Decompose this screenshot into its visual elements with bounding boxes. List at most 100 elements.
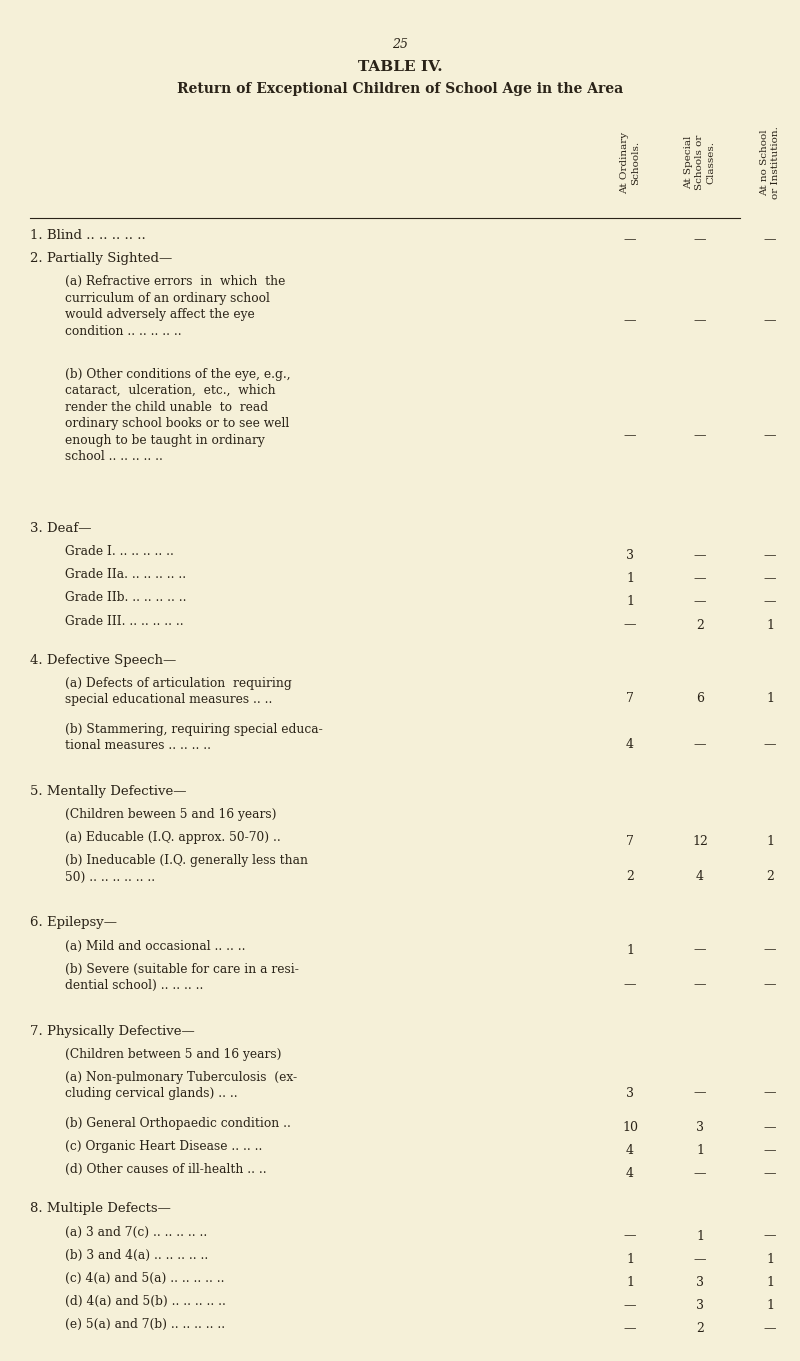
Text: (c) 4(a) and 5(a) .. .. .. .. ..: (c) 4(a) and 5(a) .. .. .. .. ..: [65, 1271, 225, 1285]
Text: —: —: [624, 430, 636, 442]
Text: 1: 1: [626, 573, 634, 585]
Text: 3: 3: [696, 1298, 704, 1312]
Text: 1. Blind .. .. .. .. ..: 1. Blind .. .. .. .. ..: [30, 229, 146, 242]
Text: At Ordinary
Schools.: At Ordinary Schools.: [620, 132, 640, 193]
Text: —: —: [624, 1298, 636, 1312]
Text: (b) 3 and 4(a) .. .. .. .. ..: (b) 3 and 4(a) .. .. .. .. ..: [65, 1248, 208, 1262]
Text: 1: 1: [626, 596, 634, 608]
Text: 4: 4: [626, 739, 634, 751]
Text: —: —: [624, 1322, 636, 1335]
Text: 4: 4: [626, 1145, 634, 1157]
Text: —: —: [624, 314, 636, 327]
Text: Grade IIa. .. .. .. .. ..: Grade IIa. .. .. .. .. ..: [65, 569, 186, 581]
Text: 1: 1: [696, 1229, 704, 1243]
Text: —: —: [694, 233, 706, 246]
Text: (Children between 5 and 16 years): (Children between 5 and 16 years): [65, 1048, 282, 1060]
Text: 3. Deaf—: 3. Deaf—: [30, 523, 91, 535]
Text: 1: 1: [696, 1145, 704, 1157]
Text: (a) Defects of articulation  requiring
special educational measures .. ..: (a) Defects of articulation requiring sp…: [65, 676, 292, 706]
Text: —: —: [764, 979, 776, 991]
Text: —: —: [694, 1252, 706, 1266]
Text: 4: 4: [696, 870, 704, 883]
Text: (b) Ineducable (I.Q. generally less than
50) .. .. .. .. .. ..: (b) Ineducable (I.Q. generally less than…: [65, 855, 308, 883]
Text: —: —: [764, 1322, 776, 1335]
Text: —: —: [624, 1229, 636, 1243]
Text: 4. Defective Speech—: 4. Defective Speech—: [30, 653, 176, 667]
Text: (b) General Orthopaedic condition ..: (b) General Orthopaedic condition ..: [65, 1117, 291, 1130]
Text: 6: 6: [696, 693, 704, 705]
Text: —: —: [694, 430, 706, 442]
Text: Grade I. .. .. .. .. ..: Grade I. .. .. .. .. ..: [65, 546, 174, 558]
Text: 2: 2: [696, 1322, 704, 1335]
Text: 8. Multiple Defects—: 8. Multiple Defects—: [30, 1202, 171, 1215]
Text: —: —: [764, 430, 776, 442]
Text: 2. Partially Sighted—: 2. Partially Sighted—: [30, 252, 172, 265]
Text: 1: 1: [626, 943, 634, 957]
Text: —: —: [764, 943, 776, 957]
Text: 6. Epilepsy—: 6. Epilepsy—: [30, 916, 117, 930]
Text: 1: 1: [766, 836, 774, 848]
Text: 5. Mentally Defective—: 5. Mentally Defective—: [30, 785, 186, 798]
Text: —: —: [624, 233, 636, 246]
Text: —: —: [764, 573, 776, 585]
Text: 12: 12: [692, 836, 708, 848]
Text: (b) Stammering, requiring special educa-
tional measures .. .. .. ..: (b) Stammering, requiring special educa-…: [65, 723, 322, 753]
Text: 1: 1: [766, 693, 774, 705]
Text: —: —: [764, 550, 776, 562]
Text: 3: 3: [626, 1086, 634, 1100]
Text: (a) Non-pulmonary Tuberculosis  (ex-
cluding cervical glands) .. ..: (a) Non-pulmonary Tuberculosis (ex- clud…: [65, 1071, 297, 1101]
Text: 1: 1: [766, 1252, 774, 1266]
Text: (a) Refractive errors  in  which  the
curriculum of an ordinary school
would adv: (a) Refractive errors in which the curri…: [65, 275, 286, 338]
Text: 3: 3: [696, 1275, 704, 1289]
Text: 7. Physically Defective—: 7. Physically Defective—: [30, 1025, 194, 1038]
Text: Return of Exceptional Children of School Age in the Area: Return of Exceptional Children of School…: [177, 82, 623, 97]
Text: —: —: [694, 314, 706, 327]
Text: 7: 7: [626, 693, 634, 705]
Text: (a) Educable (I.Q. approx. 50-70) ..: (a) Educable (I.Q. approx. 50-70) ..: [65, 832, 281, 844]
Text: (c) Organic Heart Disease .. .. ..: (c) Organic Heart Disease .. .. ..: [65, 1141, 262, 1153]
Text: 2: 2: [626, 870, 634, 883]
Text: At Special
Schools or
Classes.: At Special Schools or Classes.: [685, 135, 716, 191]
Text: —: —: [694, 739, 706, 751]
Text: —: —: [764, 314, 776, 327]
Text: —: —: [764, 1086, 776, 1100]
Text: 3: 3: [626, 550, 634, 562]
Text: (b) Severe (suitable for care in a resi-
dential school) .. .. .. ..: (b) Severe (suitable for care in a resi-…: [65, 962, 299, 992]
Text: —: —: [694, 1168, 706, 1180]
Text: 1: 1: [766, 619, 774, 632]
Text: (b) Other conditions of the eye, e.g.,
cataract,  ulceration,  etc.,  which
rend: (b) Other conditions of the eye, e.g., c…: [65, 367, 290, 463]
Text: 1: 1: [766, 1275, 774, 1289]
Text: 2: 2: [766, 870, 774, 883]
Text: —: —: [764, 1168, 776, 1180]
Text: 7: 7: [626, 836, 634, 848]
Text: —: —: [694, 573, 706, 585]
Text: 10: 10: [622, 1121, 638, 1134]
Text: —: —: [764, 739, 776, 751]
Text: Grade IIb. .. .. .. .. ..: Grade IIb. .. .. .. .. ..: [65, 592, 186, 604]
Text: (Children beween 5 and 16 years): (Children beween 5 and 16 years): [65, 808, 277, 821]
Text: —: —: [764, 1145, 776, 1157]
Text: —: —: [624, 619, 636, 632]
Text: —: —: [764, 1121, 776, 1134]
Text: 4: 4: [626, 1168, 634, 1180]
Text: Grade III. .. .. .. .. ..: Grade III. .. .. .. .. ..: [65, 615, 184, 627]
Text: —: —: [694, 550, 706, 562]
Text: —: —: [694, 1086, 706, 1100]
Text: (e) 5(a) and 7(b) .. .. .. .. ..: (e) 5(a) and 7(b) .. .. .. .. ..: [65, 1317, 225, 1331]
Text: At no School
or Institution.: At no School or Institution.: [760, 127, 780, 199]
Text: 1: 1: [626, 1275, 634, 1289]
Text: —: —: [694, 979, 706, 991]
Text: —: —: [764, 1229, 776, 1243]
Text: 25: 25: [392, 38, 408, 50]
Text: —: —: [694, 596, 706, 608]
Text: 2: 2: [696, 619, 704, 632]
Text: 1: 1: [626, 1252, 634, 1266]
Text: (d) Other causes of ill-health .. ..: (d) Other causes of ill-health .. ..: [65, 1164, 266, 1176]
Text: TABLE IV.: TABLE IV.: [358, 60, 442, 73]
Text: —: —: [694, 943, 706, 957]
Text: 1: 1: [766, 1298, 774, 1312]
Text: —: —: [764, 596, 776, 608]
Text: 3: 3: [696, 1121, 704, 1134]
Text: (d) 4(a) and 5(b) .. .. .. .. ..: (d) 4(a) and 5(b) .. .. .. .. ..: [65, 1294, 226, 1308]
Text: —: —: [764, 233, 776, 246]
